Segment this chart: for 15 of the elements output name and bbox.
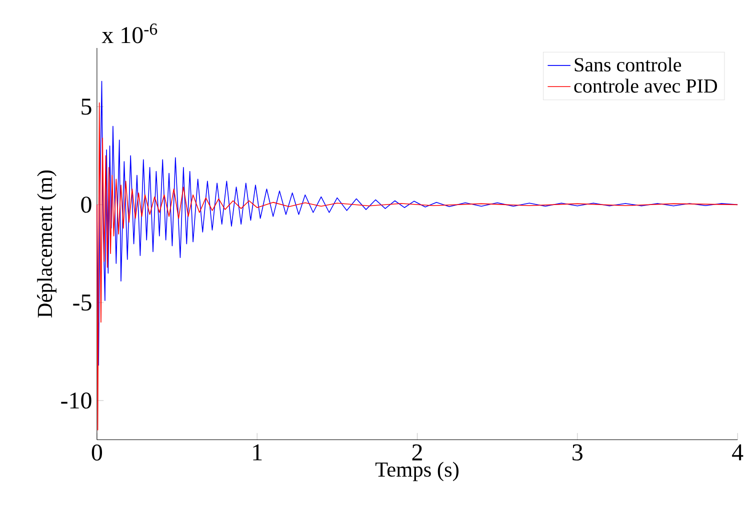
y-tick-label: -5 [73,294,92,311]
x-tick-label: 0 [92,444,102,461]
legend-label: Sans controle [574,58,682,72]
x-tick-label: 4 [732,444,744,460]
y-tick-label: -10 [61,392,92,409]
x-tick-label: 1 [253,444,262,460]
legend-label: controle avec PID [574,78,718,93]
x-axis-title: Temps (s) [375,462,458,482]
y-tick-label: 0 [81,196,92,213]
y-axis-title: Déplacement (m) [37,170,56,318]
text: x 10$^{-6}$ [102,24,158,44]
line-series [96,102,738,430]
x-tick-label: 2 [412,444,422,460]
y-tick-label: 5 [82,98,92,115]
x-tick-label: 3 [572,444,582,461]
